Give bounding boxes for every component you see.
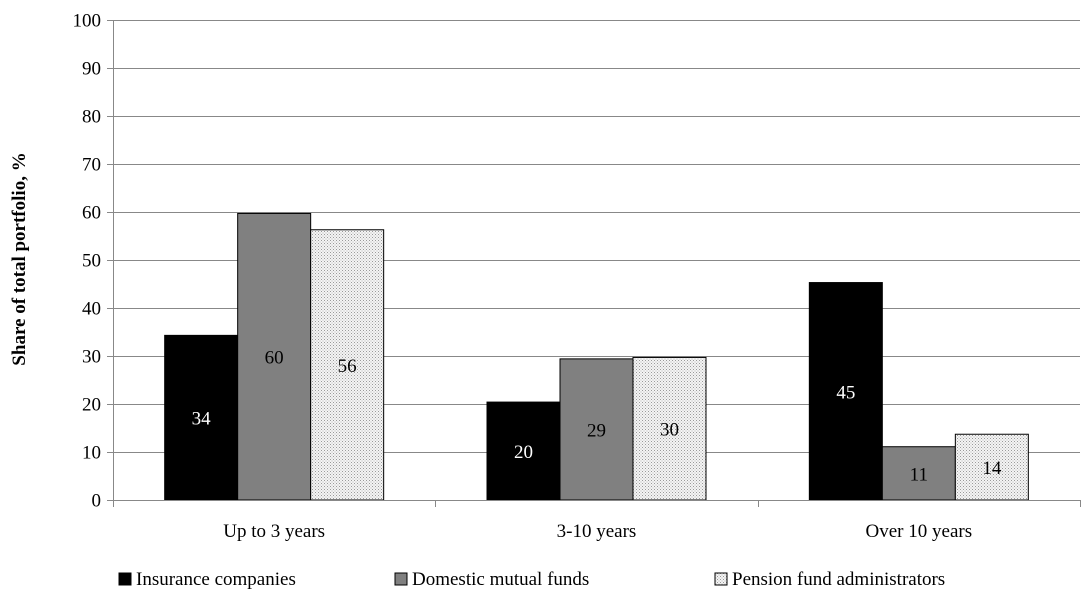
y-tick-label: 60 <box>82 203 101 224</box>
bar <box>881 446 956 501</box>
legend-item: Pension fund administrators <box>714 569 945 590</box>
y-tick-label: 30 <box>82 347 101 368</box>
legend-swatch <box>118 572 132 586</box>
y-tick-label: 50 <box>82 251 101 272</box>
legend: Insurance companies Domestic mutual funds… <box>118 569 945 590</box>
data-label: 14 <box>982 458 1002 479</box>
data-label: 45 <box>836 382 855 403</box>
x-axis-labels: Up to 3 years 3-10 years Over 10 years <box>223 521 972 542</box>
legend-label: Pension fund administrators <box>732 569 945 590</box>
y-tick-label: 90 <box>82 59 101 80</box>
bar <box>486 401 561 501</box>
y-tick-label: 100 <box>73 11 102 32</box>
x-category-label: 3-10 years <box>557 521 637 542</box>
legend-label: Insurance companies <box>136 569 296 590</box>
legend-label: Domestic mutual funds <box>412 569 589 590</box>
data-label: 20 <box>514 442 533 463</box>
y-axis-ticks: 0 10 20 30 40 50 60 70 80 90 100 <box>73 11 113 512</box>
bar <box>559 358 634 501</box>
y-tick-label: 0 <box>92 491 102 512</box>
data-label: 30 <box>660 420 679 441</box>
x-category-label: Over 10 years <box>866 521 973 542</box>
bars <box>164 212 1029 501</box>
x-category-label: Up to 3 years <box>223 521 325 542</box>
data-label: 29 <box>587 420 606 441</box>
y-axis-title: Share of total portfolio, % <box>9 152 30 365</box>
y-tick-label: 40 <box>82 299 101 320</box>
data-label: 56 <box>338 356 357 377</box>
legend-item: Insurance companies <box>118 569 296 590</box>
legend-swatch <box>714 572 728 586</box>
bar <box>954 433 1029 501</box>
bar <box>808 282 883 501</box>
y-tick-label: 10 <box>82 443 101 464</box>
bar <box>310 229 385 501</box>
y-tick-label: 20 <box>82 395 101 416</box>
data-label: 60 <box>265 348 284 369</box>
data-label: 11 <box>910 464 928 485</box>
y-tick-label: 80 <box>82 107 101 128</box>
data-labels: 34 60 56 20 29 30 45 11 14 <box>192 348 1002 486</box>
data-label: 34 <box>192 409 212 430</box>
axes <box>113 20 1081 507</box>
legend-swatch <box>394 572 408 586</box>
legend-item: Domestic mutual funds <box>394 569 589 590</box>
y-tick-label: 70 <box>82 155 101 176</box>
